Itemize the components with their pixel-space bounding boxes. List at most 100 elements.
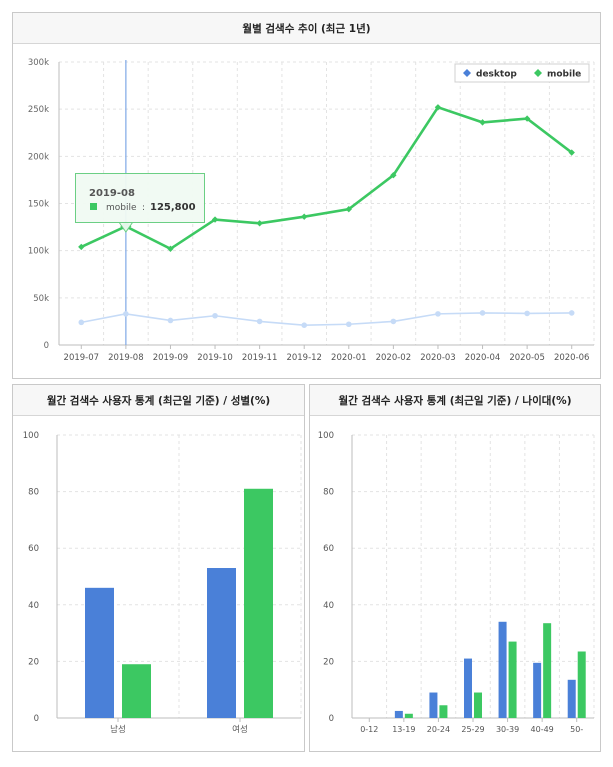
gender-bar-chart: 0 20 40 60 80 100 남성 여성 [23, 431, 302, 735]
data-point-mobile [256, 220, 263, 227]
x-tick-label: 2020-02 [376, 353, 412, 363]
data-point-desktop [256, 318, 263, 325]
data-point-desktop [390, 318, 397, 325]
bar-desktop [207, 568, 236, 718]
data-point-desktop [78, 319, 85, 326]
legend-marker-desktop [463, 69, 471, 77]
tooltip-series-name: mobile [106, 203, 137, 213]
chart-tooltip: 2019-08 mobile : 125,800 [75, 173, 205, 223]
x-tick-label: 2020-03 [420, 353, 456, 363]
x-tick-label: 2019-12 [286, 353, 322, 363]
y-tick-label: 20 [28, 657, 39, 667]
data-point-desktop [524, 310, 530, 317]
data-point-mobile [568, 149, 575, 156]
bar-mobile [244, 488, 273, 718]
x-tick-label: 2020-05 [509, 353, 545, 363]
data-point-mobile [390, 172, 397, 179]
gender-panel: 월간 검색수 사용자 통계 (최근일 기준) / 성별(%) 0 20 40 60 80… [12, 384, 305, 752]
age-bar-chart: 0 20 40 60 80 100 0-12 13-19 20-24 25-29 30-39 40-4… [318, 431, 595, 734]
y-tick-label: 100 [23, 431, 39, 441]
series-line-desktop [81, 312, 572, 326]
data-point-desktop [568, 310, 575, 316]
x-tick-label: 30-39 [496, 725, 519, 734]
data-point-desktop [301, 322, 308, 328]
bar-mobile [577, 651, 586, 718]
tooltip-pointer [118, 221, 134, 233]
age-panel-title: 월간 검색수 사용자 통계 (최근일 기준) / 나이대(%) [310, 385, 600, 416]
x-tick-label: 2020-01 [331, 353, 367, 363]
data-point-desktop [123, 311, 129, 317]
data-point-mobile [167, 245, 174, 252]
x-tick-label: 50- [570, 725, 583, 734]
bar-desktop [85, 587, 114, 718]
bar-desktop [533, 662, 542, 718]
y-tick-label: 80 [323, 488, 334, 498]
bar-mobile [404, 713, 413, 718]
x-tick-label: 2020-04 [465, 353, 501, 363]
data-point-desktop [167, 317, 174, 324]
legend-box [454, 63, 590, 83]
data-point-mobile [78, 243, 85, 251]
data-point-mobile [479, 119, 486, 126]
data-point-mobile [523, 115, 531, 122]
bar-desktop [567, 679, 576, 718]
y-tick-label: 50k [33, 294, 49, 304]
x-tick-label: 2019-08 [108, 353, 144, 363]
tooltip-colon: : [142, 203, 146, 213]
series-line-mobile [80, 105, 573, 251]
y-tick-label: 300k [28, 58, 49, 68]
y-tick-label: 20 [323, 657, 334, 667]
bar-desktop [464, 658, 472, 718]
y-tick-label: 100k [28, 247, 49, 257]
x-tick-label: 13-19 [392, 725, 415, 734]
bar-mobile [543, 623, 552, 718]
y-tick-label: 250k [28, 105, 49, 115]
y-tick-label: 40 [323, 601, 334, 611]
legend-label-desktop: desktop [476, 70, 517, 80]
age-panel: 월간 검색수 사용자 통계 (최근일 기준) / 나이대(%) 0 20 40 60 8… [309, 384, 601, 752]
data-point-mobile [211, 216, 219, 223]
x-tick-label: 남성 [110, 725, 126, 735]
y-tick-label: 150k [28, 200, 49, 210]
bar-mobile [474, 692, 482, 718]
y-tick-label: 0 [44, 341, 49, 351]
y-tick-label: 80 [28, 488, 39, 498]
x-tick-label: 25-29 [461, 725, 484, 734]
data-point-desktop [479, 310, 486, 316]
x-tick-label: 2019-10 [197, 353, 233, 363]
tooltip-value: 125,800 [150, 202, 196, 213]
data-point-mobile [301, 213, 308, 220]
bar-mobile [439, 705, 448, 718]
x-tick-label: 2019-07 [64, 353, 100, 363]
x-tick-label: 2019-09 [153, 353, 189, 363]
trend-panel: 월별 검색수 추이 (최근 1년) 0 50k 100k 150k 200k 250k 30… [12, 12, 601, 379]
bar-desktop [498, 621, 507, 718]
y-tick-label: 0 [329, 714, 334, 724]
x-tick-label: 2020-06 [554, 353, 590, 363]
bar-mobile [122, 664, 151, 718]
x-tick-label: 0-12 [360, 725, 378, 734]
legend-marker-mobile [534, 69, 542, 77]
y-tick-label: 60 [28, 544, 39, 554]
bar-desktop [394, 710, 403, 718]
data-point-desktop [345, 321, 352, 328]
y-tick-label: 100 [318, 431, 334, 441]
y-tick-label: 60 [323, 544, 334, 554]
trend-panel-title: 월별 검색수 추이 (최근 1년) [13, 13, 600, 44]
bar-mobile [508, 641, 517, 718]
legend-label-mobile: mobile [547, 70, 581, 80]
tooltip-series-swatch [90, 203, 97, 210]
y-tick-label: 200k [28, 152, 49, 162]
tooltip-date: 2019-08 [89, 188, 135, 199]
data-point-desktop [212, 312, 218, 319]
x-tick-label: 여성 [232, 724, 248, 735]
data-point-desktop [435, 311, 441, 317]
data-point-mobile [345, 205, 352, 213]
data-point-mobile [434, 104, 442, 111]
y-tick-label: 0 [34, 714, 39, 724]
x-tick-label: 20-24 [427, 725, 450, 734]
x-tick-label: 40-49 [531, 725, 554, 734]
x-tick-label: 2019-11 [242, 353, 278, 363]
bar-desktop [429, 692, 438, 718]
